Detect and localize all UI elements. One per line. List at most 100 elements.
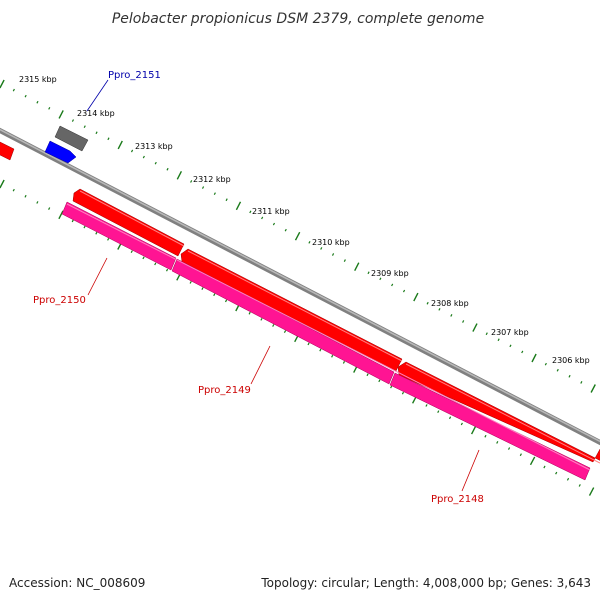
inner-tick-mark bbox=[224, 299, 228, 303]
outer-tick-mark bbox=[249, 210, 252, 214]
gene-feature-gray[interactable] bbox=[54, 125, 89, 152]
gene-feature-ppro-2148[interactable] bbox=[389, 372, 591, 481]
inner-tick-mark bbox=[319, 348, 322, 352]
inner-tick-mark bbox=[142, 256, 145, 260]
inner-tick-mark bbox=[107, 238, 110, 241]
outer-tick-mark bbox=[544, 362, 547, 366]
outer-tick-mark bbox=[472, 323, 478, 332]
outer-tick-mark bbox=[176, 170, 183, 180]
inner-tick-ring bbox=[0, 179, 595, 496]
inner-tick-mark bbox=[425, 404, 428, 407]
outer-tick-mark bbox=[320, 247, 323, 250]
inner-tick-mark bbox=[401, 391, 405, 395]
accession-text: Accession: NC_008609 bbox=[9, 576, 145, 590]
inner-tick-mark bbox=[24, 194, 27, 198]
inner-tick-mark bbox=[331, 354, 334, 358]
inner-tick-mark bbox=[272, 324, 275, 327]
inner-tick-mark bbox=[378, 379, 381, 383]
inner-tick-mark bbox=[529, 456, 536, 466]
inner-tick-mark bbox=[366, 373, 369, 377]
outer-tick-mark bbox=[590, 384, 596, 393]
inner-tick-mark bbox=[83, 225, 86, 229]
gene-feature-ppro-2149-cds[interactable] bbox=[180, 248, 403, 372]
outer-tick-mark bbox=[107, 137, 110, 141]
tick-label: 2310 kbp bbox=[312, 238, 350, 247]
inner-tick-mark bbox=[470, 425, 477, 435]
inner-tick-mark bbox=[248, 311, 251, 315]
tick-label: 2314 kbp bbox=[77, 109, 115, 118]
inner-tick-mark bbox=[154, 262, 157, 266]
outer-tick-mark bbox=[261, 216, 264, 220]
outer-tick-mark bbox=[391, 283, 394, 287]
gene-label-ppro-2151[interactable]: Ppro_2151 bbox=[108, 70, 161, 81]
outer-tick-mark bbox=[48, 107, 51, 110]
gene-label-ppro-2150[interactable]: Ppro_2150 bbox=[33, 295, 86, 306]
outer-tick-mark bbox=[166, 167, 169, 171]
outer-tick-mark bbox=[284, 228, 287, 232]
tick-label: 2315 kbp bbox=[19, 75, 57, 84]
outer-tick-mark bbox=[36, 100, 39, 104]
gene-feature-ppro-2150[interactable] bbox=[61, 201, 177, 271]
gene-label-ppro-2148[interactable]: Ppro_2148 bbox=[431, 494, 484, 505]
outer-tick-mark bbox=[142, 155, 145, 159]
inner-tick-mark bbox=[448, 416, 452, 420]
inner-tick-mark bbox=[307, 342, 310, 346]
outer-tick-mark bbox=[117, 140, 123, 150]
outer-tick-mark bbox=[438, 308, 441, 311]
inner-tick-mark bbox=[71, 219, 74, 223]
outer-tick-mark bbox=[331, 253, 335, 256]
inner-tick-mark bbox=[12, 188, 15, 192]
outer-tick-mark bbox=[71, 119, 75, 122]
gene-label-ppro-2149[interactable]: Ppro_2149 bbox=[198, 385, 251, 396]
outer-tick-mark bbox=[354, 262, 360, 272]
outer-tick-mark bbox=[308, 241, 311, 244]
outer-tick-mark bbox=[225, 198, 228, 202]
outer-tick-mark bbox=[213, 192, 216, 195]
outer-tick-mark bbox=[201, 186, 205, 189]
outer-tick-mark bbox=[235, 201, 242, 211]
outer-tick-mark bbox=[580, 381, 583, 384]
inner-tick-mark bbox=[390, 385, 393, 389]
outer-tick-mark bbox=[12, 88, 15, 92]
tick-label: 2307 kbp bbox=[491, 328, 529, 337]
gene-feature-ppro-2151[interactable] bbox=[44, 140, 77, 164]
tick-label: 2309 kbp bbox=[371, 269, 409, 278]
inner-tick-mark bbox=[588, 487, 595, 496]
genome-backbone bbox=[0, 127, 600, 446]
gene-feature-ppro-2149[interactable] bbox=[171, 258, 395, 385]
outer-tick-mark bbox=[450, 314, 453, 317]
inner-tick-mark bbox=[95, 231, 98, 235]
outer-tick-mark bbox=[272, 222, 276, 226]
inner-tick-mark bbox=[283, 330, 287, 333]
inner-tick-mark bbox=[555, 471, 558, 475]
inner-tick-mark bbox=[578, 484, 581, 487]
inner-tick-mark bbox=[260, 318, 263, 321]
inner-tick-mark bbox=[543, 465, 546, 469]
tick-label: 2313 kbp bbox=[135, 142, 173, 151]
map-title: Pelobacter propionicus DSM 2379, complet… bbox=[112, 11, 484, 27]
genome-summary-text: Topology: circular; Length: 4,008,000 bp… bbox=[260, 576, 591, 590]
outer-tick-mark bbox=[154, 161, 157, 165]
inner-tick-mark bbox=[496, 441, 499, 444]
inner-tick-mark bbox=[566, 477, 570, 481]
inner-tick-mark bbox=[130, 250, 133, 253]
outer-tick-mark bbox=[190, 180, 193, 183]
outer-tick-mark bbox=[24, 94, 27, 98]
outer-tick-mark bbox=[568, 374, 571, 378]
outer-tick-mark bbox=[130, 149, 134, 153]
inner-tick-mark bbox=[460, 422, 463, 426]
outer-tick-mark bbox=[294, 231, 301, 241]
inner-tick-mark bbox=[189, 281, 192, 284]
outer-tick-mark bbox=[509, 344, 512, 348]
gene-feature-ppro-2150-cds[interactable] bbox=[72, 188, 185, 257]
tick-label: 2308 kbp bbox=[431, 299, 469, 308]
outer-tick-mark bbox=[556, 368, 559, 372]
outer-tick-mark bbox=[402, 289, 406, 293]
gene-feature-left-edge[interactable] bbox=[0, 141, 15, 161]
inner-tick-mark bbox=[484, 434, 487, 438]
outer-tick-mark bbox=[413, 292, 419, 302]
outer-tick-ring bbox=[0, 79, 596, 393]
inner-tick-mark bbox=[0, 179, 5, 189]
inner-tick-mark bbox=[519, 453, 522, 457]
